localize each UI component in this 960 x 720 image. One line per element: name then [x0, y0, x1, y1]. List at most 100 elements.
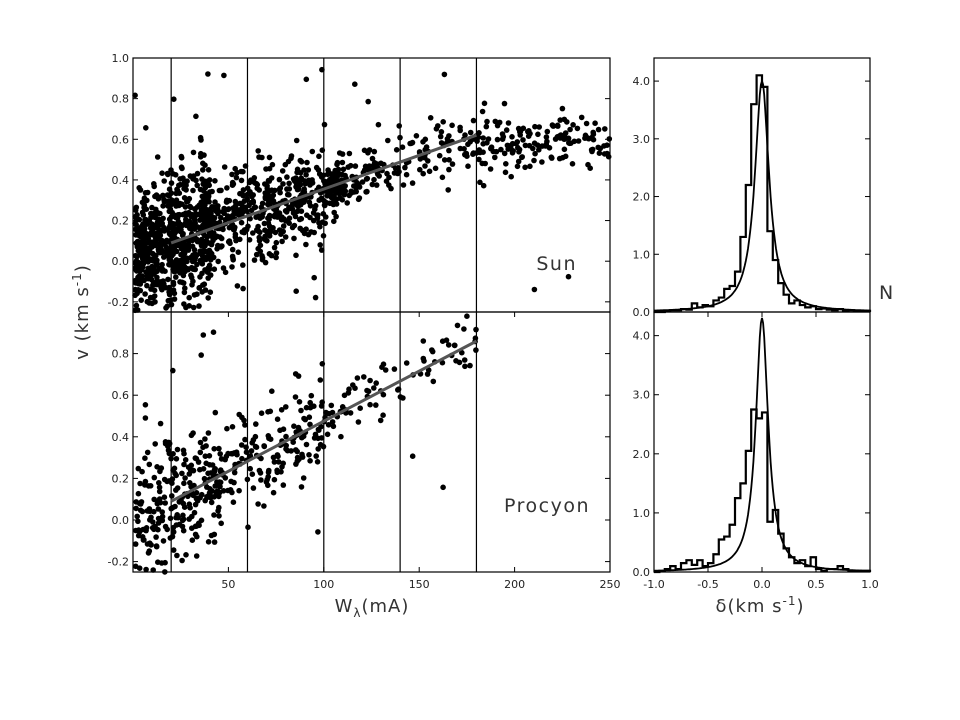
data-point	[420, 170, 427, 177]
y-tick-label: 0.8	[112, 93, 130, 106]
data-point	[235, 212, 242, 218]
x-axis-label-equivalent-width: Wλ(mA)	[335, 596, 410, 620]
data-point	[238, 219, 245, 226]
data-point	[206, 240, 212, 246]
data-point	[186, 303, 192, 309]
data-point	[202, 287, 209, 293]
data-point	[508, 173, 514, 180]
data-point	[190, 257, 196, 263]
data-point	[212, 178, 218, 184]
data-point	[314, 459, 321, 465]
data-point	[313, 453, 320, 459]
procyon-scatter-frame	[132, 311, 611, 573]
data-point	[345, 164, 352, 170]
data-point	[293, 447, 299, 453]
data-point	[144, 221, 150, 227]
data-point	[205, 71, 211, 77]
data-point	[228, 478, 234, 485]
data-point	[256, 467, 263, 474]
data-point	[373, 182, 380, 188]
data-point	[439, 338, 446, 345]
data-point	[139, 273, 146, 279]
data-point	[298, 484, 305, 490]
data-point	[319, 147, 326, 153]
procyon-hist-frame	[653, 311, 871, 573]
data-point	[264, 185, 271, 192]
data-point	[315, 212, 321, 218]
data-point	[216, 187, 223, 194]
data-point	[246, 237, 253, 243]
data-point	[161, 239, 168, 245]
histogram-steps	[654, 74, 872, 314]
data-point	[304, 212, 310, 218]
y-axis-label-sup: -1	[70, 272, 84, 286]
data-point	[294, 166, 301, 173]
data-point	[193, 177, 199, 184]
data-point	[262, 237, 269, 243]
data-point	[211, 531, 218, 538]
data-point	[365, 388, 372, 395]
data-point	[253, 251, 260, 258]
data-point	[181, 480, 187, 487]
data-point	[324, 431, 331, 438]
data-point	[221, 72, 227, 79]
data-point	[567, 126, 573, 133]
data-point	[220, 265, 227, 271]
data-point	[338, 184, 345, 191]
data-point	[498, 146, 504, 153]
data-point	[465, 141, 471, 148]
data-point	[154, 281, 160, 288]
data-point	[170, 547, 177, 553]
data-point	[595, 144, 601, 151]
data-point	[229, 246, 236, 253]
data-point	[402, 164, 408, 171]
data-point	[152, 209, 159, 216]
data-point	[265, 201, 271, 208]
data-point	[334, 159, 341, 166]
data-point	[440, 484, 446, 491]
data-point	[252, 204, 259, 210]
data-point	[273, 254, 279, 261]
x-axis-label-rest: (mA)	[362, 596, 410, 617]
data-point	[159, 509, 165, 515]
data-point	[156, 488, 163, 495]
data-point	[172, 503, 178, 510]
data-point	[355, 419, 362, 425]
data-point	[266, 228, 272, 234]
data-point	[494, 136, 501, 143]
data-point	[289, 202, 296, 208]
data-point	[459, 349, 465, 356]
data-point	[315, 167, 322, 173]
data-point	[400, 395, 406, 401]
data-point	[286, 215, 293, 221]
data-point	[283, 404, 289, 410]
data-point	[186, 516, 192, 522]
data-point	[174, 446, 181, 453]
data-point	[354, 179, 360, 186]
fit-line	[170, 339, 478, 503]
data-point	[155, 559, 161, 565]
data-point	[566, 140, 573, 147]
data-point	[197, 439, 204, 446]
data-point	[205, 470, 211, 477]
data-point	[273, 239, 280, 246]
data-point	[177, 279, 183, 285]
data-point	[467, 129, 474, 136]
data-point	[217, 451, 223, 457]
data-point	[269, 161, 276, 168]
data-point	[137, 480, 143, 487]
data-point	[150, 294, 156, 301]
x-tick-label: 150	[409, 578, 430, 591]
data-point	[499, 136, 506, 142]
data-point	[193, 553, 200, 559]
data-point	[303, 76, 310, 83]
data-point	[197, 186, 204, 193]
data-point	[470, 117, 477, 124]
data-point	[399, 144, 406, 150]
data-point	[190, 252, 196, 258]
data-point	[395, 165, 401, 171]
data-point	[299, 451, 305, 458]
data-point	[138, 297, 144, 304]
data-point	[192, 210, 199, 217]
data-point	[338, 433, 344, 440]
